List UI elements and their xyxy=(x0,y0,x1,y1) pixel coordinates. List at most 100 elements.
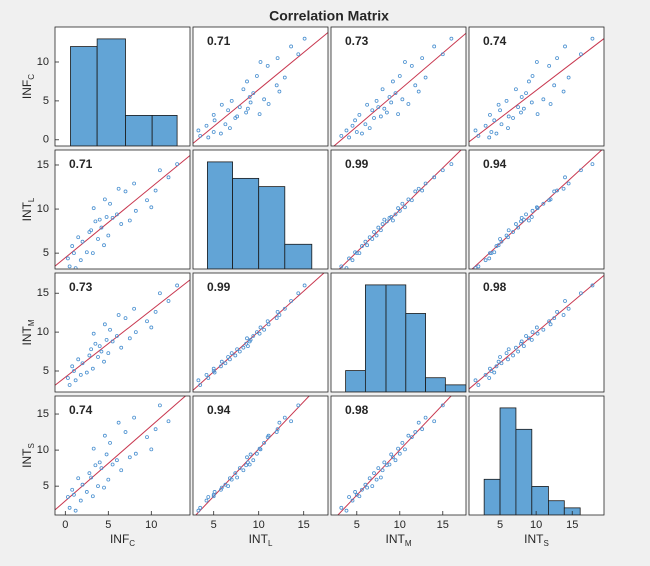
data-point xyxy=(494,131,499,136)
data-point xyxy=(78,498,83,503)
histogram-bar xyxy=(499,407,517,515)
data-point xyxy=(365,243,370,248)
axis-label-base: INF xyxy=(110,532,129,546)
x-tick-label: 10 xyxy=(145,519,157,531)
data-point xyxy=(110,339,115,344)
panel xyxy=(469,27,604,146)
panel-border xyxy=(54,149,191,270)
fit-line xyxy=(193,273,325,391)
data-point xyxy=(262,97,267,102)
histogram-bar xyxy=(364,284,387,392)
panel xyxy=(469,150,604,269)
data-point xyxy=(563,44,567,49)
data-point xyxy=(289,299,294,303)
panel-background xyxy=(193,27,328,146)
data-point xyxy=(257,112,262,117)
data-point xyxy=(416,420,421,425)
data-point xyxy=(145,435,149,440)
histogram-bar xyxy=(444,384,466,392)
correlation-label: 0.99 xyxy=(207,280,231,294)
data-point xyxy=(244,110,249,115)
data-point xyxy=(282,415,287,420)
data-point xyxy=(511,353,515,358)
data-point xyxy=(555,309,559,314)
data-point xyxy=(378,114,383,119)
data-point xyxy=(367,126,372,131)
correlation-label: 0.94 xyxy=(483,157,507,171)
panel xyxy=(55,273,190,392)
x-tick-label: 5 xyxy=(497,519,503,531)
data-point xyxy=(360,244,364,248)
data-point xyxy=(519,215,524,220)
data-point xyxy=(248,100,253,105)
data-point xyxy=(145,319,149,324)
data-point xyxy=(499,361,504,366)
data-point xyxy=(227,126,232,131)
panel xyxy=(331,396,466,515)
data-point xyxy=(382,460,387,465)
panel-background xyxy=(331,27,466,146)
data-point xyxy=(67,264,72,269)
data-point xyxy=(380,468,385,473)
data-point xyxy=(380,87,385,92)
data-point xyxy=(473,128,478,133)
data-point xyxy=(133,208,138,213)
data-point xyxy=(409,198,414,203)
correlation-label: 0.73 xyxy=(69,280,93,294)
fit-line xyxy=(193,32,328,144)
data-point xyxy=(529,100,534,105)
data-point xyxy=(96,237,100,241)
data-point xyxy=(423,181,428,186)
data-point xyxy=(277,313,282,317)
axis-label-subscript: S xyxy=(544,539,549,548)
data-point xyxy=(149,447,154,452)
data-point xyxy=(494,244,499,248)
data-point xyxy=(347,256,351,261)
data-point xyxy=(198,505,203,510)
data-point xyxy=(492,370,497,375)
data-point xyxy=(247,462,252,467)
axis-label-subscript: M xyxy=(27,319,36,326)
data-point xyxy=(516,105,520,110)
data-point xyxy=(514,345,518,350)
data-point xyxy=(296,291,301,296)
axis-label: INTL xyxy=(20,197,36,221)
data-point xyxy=(449,36,454,41)
data-point xyxy=(282,75,287,80)
data-point xyxy=(245,79,249,84)
axis-label-base: INF xyxy=(20,80,34,99)
data-point xyxy=(245,336,249,341)
data-point xyxy=(521,344,526,349)
data-point xyxy=(206,495,211,499)
data-point xyxy=(384,219,389,224)
data-point xyxy=(547,198,552,203)
axis-label-base: INT xyxy=(20,448,34,468)
data-point xyxy=(548,102,553,106)
data-point xyxy=(248,452,253,457)
data-point xyxy=(289,44,294,49)
data-point xyxy=(440,168,445,173)
fit-line xyxy=(333,32,466,146)
data-point xyxy=(277,420,282,425)
data-point xyxy=(106,351,111,356)
histogram-bar xyxy=(96,38,126,146)
data-point xyxy=(578,52,583,57)
panel-border xyxy=(192,26,329,147)
data-point xyxy=(420,188,425,193)
data-point xyxy=(262,440,267,445)
data-point xyxy=(563,175,567,180)
panel-background xyxy=(331,396,466,515)
data-point xyxy=(262,327,267,332)
data-point xyxy=(535,112,540,117)
data-point xyxy=(97,460,102,465)
data-point xyxy=(339,264,344,269)
data-point xyxy=(483,123,488,128)
data-point xyxy=(226,108,231,113)
data-point xyxy=(102,359,106,364)
data-point xyxy=(90,494,95,499)
data-point xyxy=(400,201,405,206)
data-point xyxy=(78,258,83,263)
data-point xyxy=(87,471,92,476)
histogram-bar xyxy=(515,428,533,515)
histogram-bar xyxy=(405,313,426,392)
